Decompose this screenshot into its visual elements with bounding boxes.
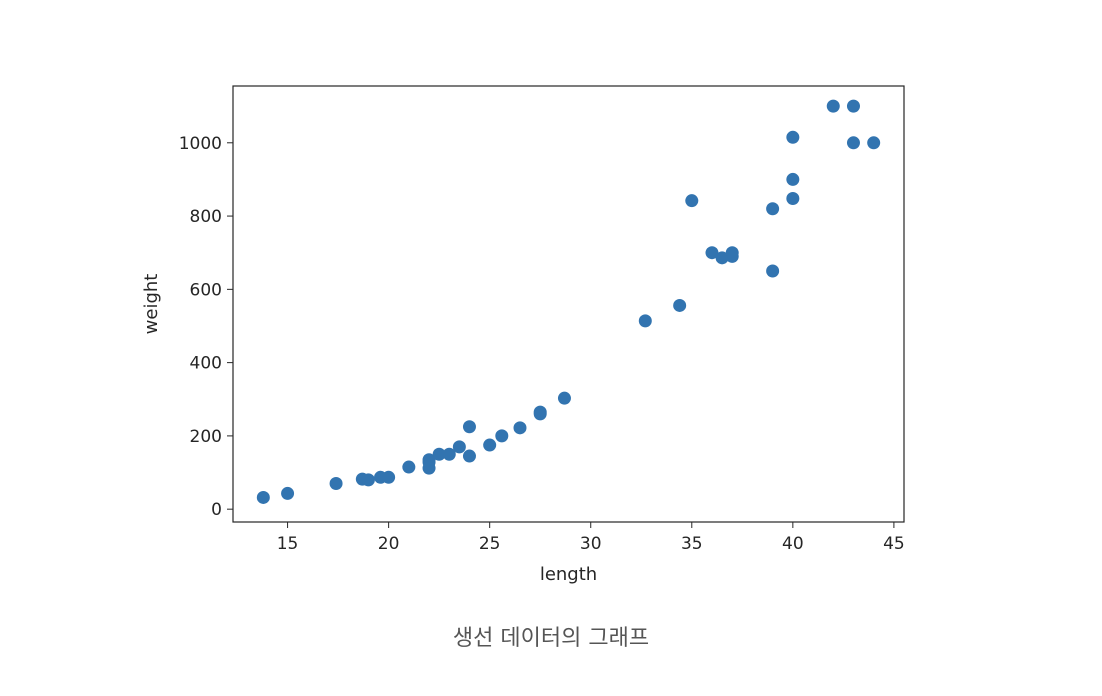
data-point — [786, 191, 800, 205]
data-point — [826, 99, 840, 113]
data-point — [361, 473, 375, 487]
data-point — [281, 486, 295, 500]
data-point — [533, 405, 547, 419]
data-point — [685, 194, 699, 208]
data-point — [673, 298, 687, 312]
x-tick-label: 20 — [378, 534, 400, 554]
data-point — [705, 246, 719, 260]
data-point — [786, 130, 800, 144]
data-point — [766, 264, 780, 278]
data-point — [867, 136, 881, 150]
y-tick-label: 600 — [190, 280, 222, 300]
x-tick-label: 25 — [479, 534, 501, 554]
data-point — [402, 460, 416, 474]
data-point — [766, 202, 780, 216]
x-tick-label: 40 — [782, 534, 804, 554]
y-tick-label: 200 — [190, 427, 222, 447]
x-axis-label: length — [540, 564, 597, 585]
y-axis-ticks: 0 200 400 600 800 1000 — [179, 134, 233, 520]
data-point — [462, 420, 476, 434]
data-point — [256, 490, 270, 504]
plot-area — [232, 85, 905, 523]
data-point — [382, 470, 396, 484]
y-tick-label: 400 — [190, 354, 222, 374]
x-tick-label: 45 — [883, 534, 905, 554]
data-point — [462, 449, 476, 463]
data-point — [442, 447, 456, 461]
data-point — [513, 421, 527, 435]
data-point — [725, 246, 739, 260]
data-point — [846, 99, 860, 113]
x-tick-label: 35 — [681, 534, 703, 554]
data-point — [452, 440, 466, 454]
y-tick-label: 1000 — [179, 134, 222, 154]
data-point — [329, 477, 343, 491]
data-point — [846, 136, 860, 150]
data-point — [495, 429, 509, 443]
data-point — [422, 453, 436, 467]
x-tick-label: 30 — [580, 534, 602, 554]
data-point — [638, 314, 652, 328]
x-tick-label: 15 — [277, 534, 299, 554]
data-points — [256, 99, 881, 504]
y-axis-label: weight — [141, 274, 162, 335]
data-point — [483, 438, 497, 452]
data-point — [786, 172, 800, 186]
y-tick-label: 800 — [190, 207, 222, 227]
figure-caption: 생선 데이터의 그래프 — [452, 626, 650, 651]
x-axis-ticks: 15 20 25 30 35 40 45 — [277, 522, 905, 554]
data-point — [557, 391, 571, 405]
y-tick-label: 0 — [211, 500, 222, 520]
data-point — [715, 251, 729, 265]
data-point — [432, 447, 446, 461]
